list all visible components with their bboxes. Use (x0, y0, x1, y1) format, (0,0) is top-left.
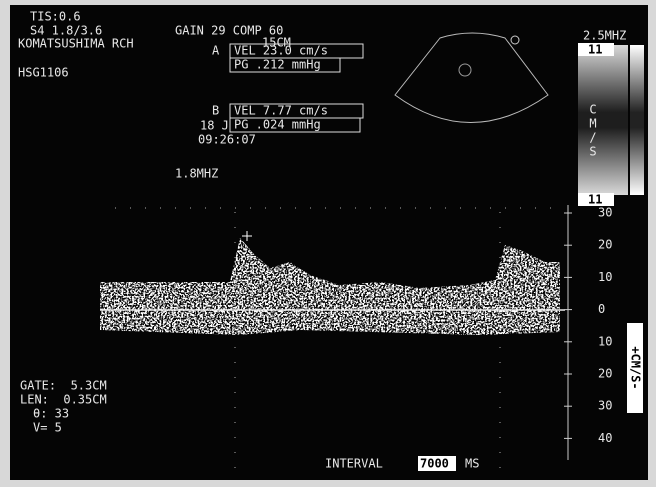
scale-label: 20 (598, 367, 612, 381)
unit-bg (627, 323, 643, 413)
scale-label: 40 (598, 431, 612, 445)
scale-label: 20 (598, 238, 612, 252)
text: LEN: 0.35CM (20, 393, 107, 407)
text: 11 (588, 193, 602, 207)
text: S4 1.8/3.6 (30, 24, 102, 38)
text: 18 J (200, 119, 229, 133)
text: PG .024 mmHg (234, 118, 321, 132)
text: 7000 (420, 457, 449, 471)
bar-unit: M (589, 117, 596, 131)
doppler-spectrum (100, 205, 569, 470)
box (229, 117, 361, 133)
text: V= 5 (33, 421, 62, 435)
text: MS (465, 457, 479, 471)
scale-label: 10 (598, 270, 612, 284)
scale-label: 10 (598, 334, 612, 348)
text: A (212, 44, 220, 58)
screen (10, 5, 648, 480)
bar-unit: / (589, 131, 596, 145)
bar-label-bg (578, 193, 614, 206)
bar-label-bg (578, 43, 614, 56)
scale-label: 0 (598, 302, 605, 316)
scale-label: 30 (598, 206, 612, 220)
text: θ: 33 (33, 407, 69, 421)
text: 2.5MHZ (583, 29, 626, 43)
text: INTERVAL (325, 457, 383, 471)
text: GAIN 29 COMP 60 (175, 24, 283, 38)
text: 11 (588, 43, 602, 57)
cursor (242, 231, 496, 294)
gray-bar (578, 45, 628, 195)
interval-bg (418, 456, 456, 471)
text: +CM/S- (629, 346, 643, 389)
text: B (212, 104, 219, 118)
scale-label: 30 (598, 399, 612, 413)
text: VEL 23.0 cm/s (234, 44, 328, 58)
text: VEL 7.77 cm/s (234, 104, 328, 118)
text: 09:26:07 (198, 133, 256, 147)
text: PG .212 mmHg (234, 58, 321, 72)
text: TIS:0.6 (30, 10, 81, 24)
gray-bar-2 (630, 45, 644, 195)
text: GATE: 5.3CM (20, 379, 107, 393)
box (229, 57, 341, 73)
text: 15CM (262, 36, 291, 50)
text: 1.8MHZ (175, 167, 218, 181)
bar-unit: C (589, 103, 596, 117)
text: KOMATSUSHIMA RCH (18, 37, 134, 51)
bar-unit: S (589, 145, 596, 159)
text: HSG1106 (18, 66, 69, 80)
sector-scan (394, 32, 549, 123)
